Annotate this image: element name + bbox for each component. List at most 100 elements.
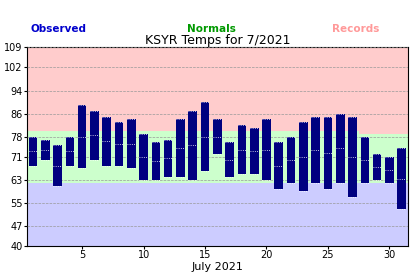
Bar [373,154,382,180]
Bar [360,137,369,183]
Bar [187,183,199,246]
Bar [39,183,52,246]
Bar [88,183,101,246]
Bar [359,134,371,183]
Bar [285,47,297,131]
Bar [334,131,346,183]
Bar [164,140,173,177]
Bar [211,47,223,131]
Bar [64,183,76,246]
Bar [88,131,101,183]
Bar [66,137,74,166]
Bar [53,145,62,186]
Bar [238,125,246,174]
Bar [398,148,406,209]
Bar [346,47,359,131]
Bar [322,131,334,183]
Bar [334,47,346,131]
Bar [174,183,187,246]
Bar [125,131,138,183]
Bar [88,47,101,131]
Bar [174,131,187,183]
Bar [27,131,39,183]
Bar [213,120,222,154]
Bar [225,142,234,177]
Bar [383,183,396,246]
Bar [101,47,113,131]
Bar [383,47,396,134]
Bar [127,120,136,168]
Bar [273,131,285,183]
Bar [76,131,88,183]
Bar [76,183,88,246]
X-axis label: July 2021: July 2021 [192,262,243,272]
Bar [322,47,334,131]
Bar [324,116,332,189]
Bar [371,134,383,183]
Bar [176,120,185,177]
Bar [52,47,64,131]
Bar [211,131,223,183]
Bar [125,47,138,131]
Bar [336,114,344,183]
Bar [248,131,260,183]
Bar [138,131,150,183]
Bar [162,47,174,131]
Bar [285,131,297,183]
Bar [248,47,260,131]
Bar [236,47,248,131]
Bar [41,140,49,160]
Bar [64,47,76,131]
Bar [260,131,273,183]
Bar [78,105,87,168]
Bar [309,47,322,131]
Bar [90,111,99,160]
Bar [199,47,211,131]
Bar [223,183,236,246]
Bar [211,183,223,246]
Bar [125,183,138,246]
Bar [64,131,76,183]
Text: Normals: Normals [187,24,236,34]
Bar [396,134,408,183]
Bar [348,116,357,197]
Bar [359,183,371,246]
Bar [262,120,271,180]
Bar [383,134,396,183]
Bar [236,183,248,246]
Bar [187,47,199,131]
Bar [287,137,295,183]
Bar [27,183,39,246]
Bar [346,183,359,246]
Bar [162,183,174,246]
Bar [201,102,209,171]
Bar [138,47,150,131]
Bar [103,116,111,166]
Bar [285,183,297,246]
Bar [223,131,236,183]
Bar [322,183,334,246]
Bar [334,183,346,246]
Bar [101,131,113,183]
Title: KSYR Temps for 7/2021: KSYR Temps for 7/2021 [145,34,290,47]
Bar [199,183,211,246]
Bar [297,47,309,131]
Bar [150,47,162,131]
Bar [223,47,236,131]
Bar [162,131,174,183]
Bar [248,183,260,246]
Bar [346,131,359,183]
Bar [311,116,320,183]
Bar [199,131,211,183]
Text: Observed: Observed [30,24,87,34]
Bar [27,47,39,131]
Bar [138,183,150,246]
Bar [188,111,197,180]
Bar [187,131,199,183]
Bar [250,128,258,174]
Bar [297,131,309,183]
Bar [371,47,383,134]
Bar [273,47,285,131]
Bar [174,47,187,131]
Bar [113,183,125,246]
